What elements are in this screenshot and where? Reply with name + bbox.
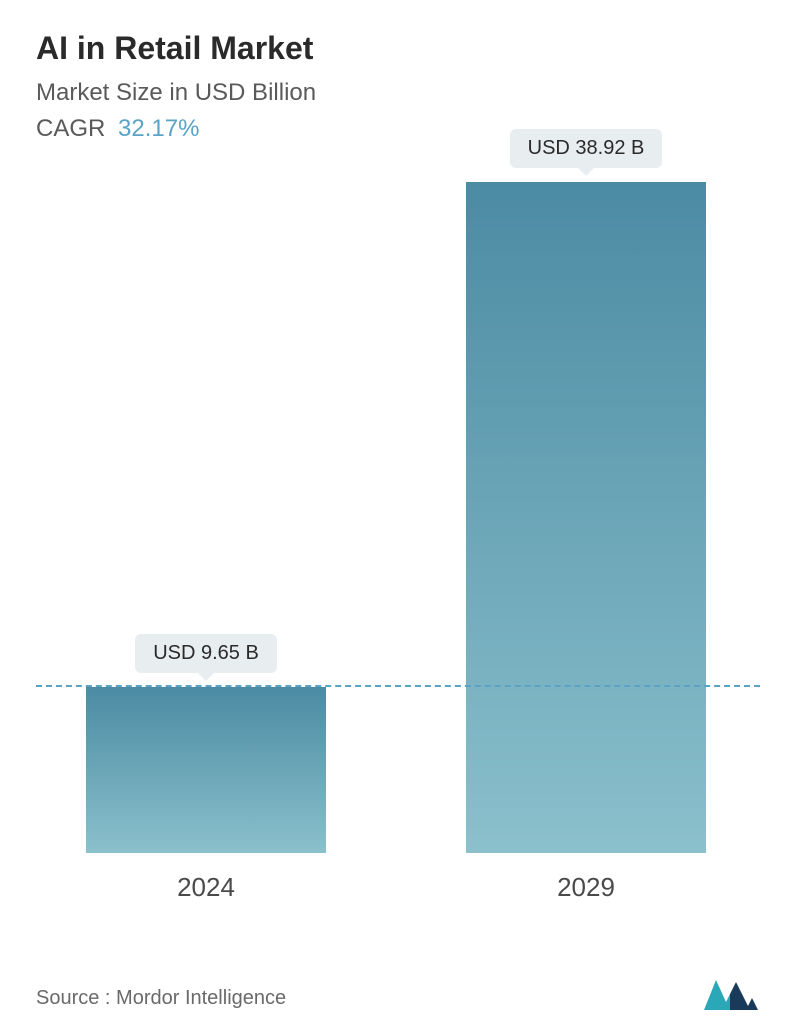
chart-title: AI in Retail Market [36,30,760,67]
footer: Source : Mordor Intelligence [36,974,760,1010]
bar-group-2029: USD 38.92 B [466,129,706,853]
x-axis-label-2029: 2029 [466,872,706,903]
cagr-label: CAGR [36,115,105,142]
value-badge: USD 38.92 B [510,129,663,168]
x-axis-label-2024: 2024 [86,872,326,903]
cagr-value: 32.17% [118,115,199,142]
source-text: Source : Mordor Intelligence [36,987,286,1010]
bar-2029 [466,182,706,853]
bar-group-2024: USD 9.65 B [86,634,326,853]
mordor-logo-icon [704,974,760,1010]
value-badge: USD 9.65 B [135,634,277,673]
bar-2024 [86,687,326,853]
chart-area: USD 9.65 B 2024 USD 38.92 B 2029 [36,163,760,903]
chart-subtitle: Market Size in USD Billion [36,79,760,107]
reference-line [36,685,760,687]
